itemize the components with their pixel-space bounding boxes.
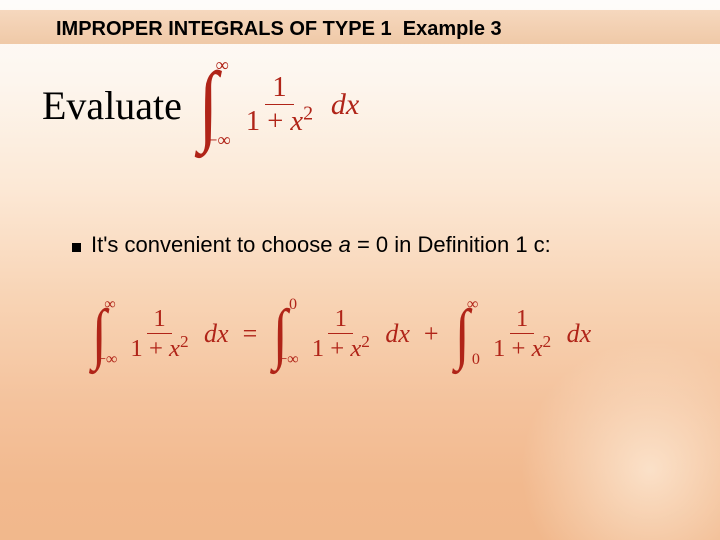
- integrand-fraction: 1 1 + x2: [242, 73, 318, 137]
- slide-heading: IMPROPER INTEGRALS OF TYPE 1 Example 3: [56, 18, 502, 41]
- upper-limit: ∞: [104, 296, 115, 314]
- lower-limit: −∞: [278, 351, 299, 369]
- integrand-fraction: 1 1 + x2: [127, 306, 193, 362]
- bullet-icon: [72, 243, 81, 252]
- heading-example: Example 3: [403, 18, 502, 40]
- lower-limit: −∞: [207, 130, 231, 152]
- denominator: 1 + x2: [127, 334, 193, 362]
- dx: dx: [567, 319, 592, 349]
- numerator: 1: [147, 306, 172, 334]
- integral-symbol: ∫ ∞ 0: [453, 300, 472, 368]
- denominator: 1 + x2: [242, 105, 318, 137]
- lower-limit: 0: [472, 351, 480, 369]
- evaluate-label: Evaluate: [42, 82, 182, 129]
- integral-symbol: ∫ 0 −∞: [271, 300, 290, 368]
- lower-limit: −∞: [97, 351, 118, 369]
- denominator: 1 + x2: [308, 334, 374, 362]
- numerator: 1: [265, 73, 294, 105]
- equation-row: ∫ ∞ −∞ 1 1 + x2 dx = ∫ 0 −∞ 1 1 + x2 dx: [90, 300, 591, 368]
- integrand-fraction: 1 1 + x2: [308, 306, 374, 362]
- eq-term1-integral: ∫ 0 −∞ 1 1 + x2 dx: [271, 300, 410, 368]
- eq-term2-integral: ∫ ∞ 0 1 1 + x2 dx: [453, 300, 592, 368]
- integral-symbol: ∫ ∞ −∞: [196, 60, 221, 150]
- plus-sign: +: [422, 319, 441, 349]
- integrand-fraction: 1 1 + x2: [489, 306, 555, 362]
- upper-limit: ∞: [467, 296, 478, 314]
- heading-main: IMPROPER INTEGRALS OF TYPE 1: [56, 18, 392, 40]
- eq-lhs-integral: ∫ ∞ −∞ 1 1 + x2 dx: [90, 300, 229, 368]
- upper-limit: 0: [289, 296, 297, 314]
- equals-sign: =: [241, 319, 260, 349]
- denominator: 1 + x2: [489, 334, 555, 362]
- dx: dx: [385, 319, 410, 349]
- light-spot: [520, 340, 720, 540]
- dx: dx: [331, 88, 359, 122]
- slide: IMPROPER INTEGRALS OF TYPE 1 Example 3 E…: [0, 0, 720, 540]
- upper-limit: ∞: [216, 55, 229, 77]
- bullet-text: It's convenient to choose a = 0 in Defin…: [91, 232, 551, 258]
- evaluate-row: Evaluate ∫ ∞ −∞ 1 1 + x2 dx: [42, 60, 359, 150]
- evaluate-integral: ∫ ∞ −∞ 1 1 + x2 dx: [196, 60, 359, 150]
- integral-symbol: ∫ ∞ −∞: [90, 300, 109, 368]
- numerator: 1: [328, 306, 353, 334]
- numerator: 1: [510, 306, 535, 334]
- bullet-row: It's convenient to choose a = 0 in Defin…: [72, 232, 551, 258]
- dx: dx: [204, 319, 229, 349]
